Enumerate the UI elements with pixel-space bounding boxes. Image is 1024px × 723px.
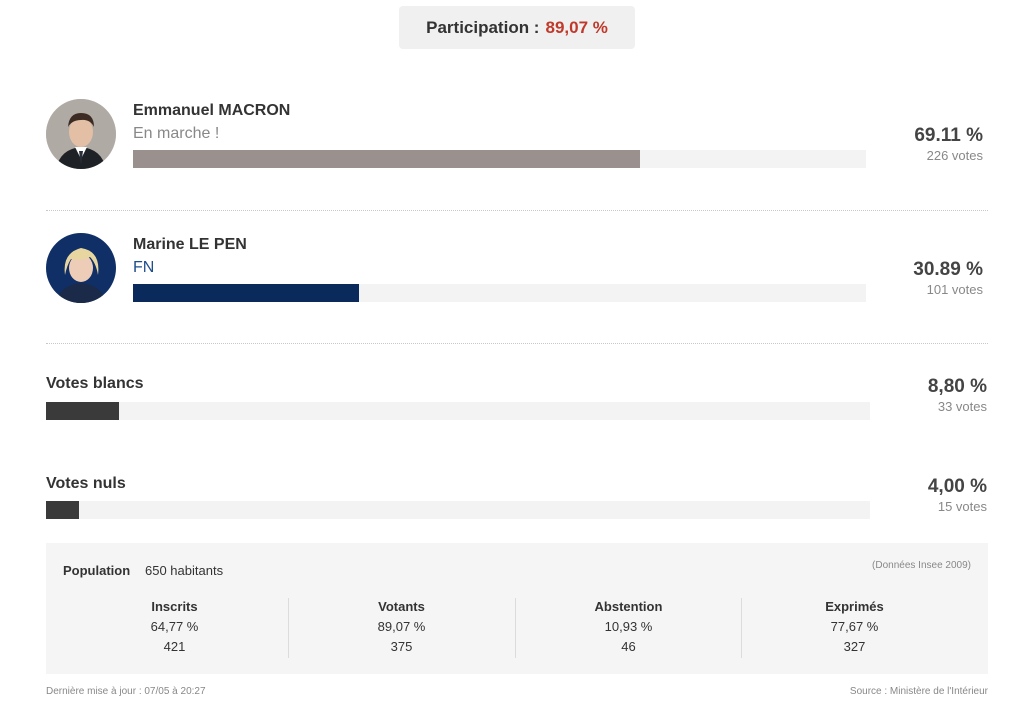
- stat-abstention: Abstention 10,93 % 46: [515, 598, 742, 660]
- stat-percent: 64,77 %: [150, 619, 199, 634]
- data-source-note: Source : Ministère de l'Intérieur: [849, 686, 988, 697]
- stat-label: Abstention: [594, 599, 663, 614]
- candidate-party: En marche !: [133, 125, 220, 142]
- stats-panel: Population 650 habitants (Données Insee …: [46, 543, 988, 674]
- candidate-row-lepen: Marine LE PEN FN 30.89 % 101 votes: [46, 233, 988, 313]
- vote-bar-fill: [133, 284, 360, 302]
- candidate-name: Emmanuel MACRON: [133, 102, 291, 119]
- population-label: Population: [63, 563, 131, 578]
- population-value: 650 habitants: [145, 563, 224, 578]
- portrait-lepen-icon: [46, 233, 116, 303]
- divider: [46, 210, 988, 211]
- vote-bar-track: [46, 501, 870, 519]
- candidate-party: FN: [133, 259, 155, 276]
- stat-percent: 89,07 %: [377, 619, 426, 634]
- vote-bar-fill: [133, 150, 640, 168]
- participation-value: 89,07 %: [545, 17, 608, 37]
- stat-percent: 77,67 %: [830, 619, 879, 634]
- vote-bar-fill: [46, 501, 79, 519]
- candidate-votes: 226 votes: [926, 148, 983, 163]
- vote-bar-track: [133, 150, 866, 168]
- divider: [46, 343, 988, 344]
- null-votes-row: Votes nuls 4,00 % 15 votes: [46, 475, 988, 525]
- stat-inscrits: Inscrits 64,77 % 421: [61, 598, 288, 660]
- candidate-name: Marine LE PEN: [133, 236, 247, 253]
- participation-badge: Participation : 89,07 %: [399, 6, 635, 49]
- avatar: [46, 99, 116, 169]
- vote-bar-track: [133, 284, 866, 302]
- last-update-note: Dernière mise à jour : 07/05 à 20:27: [46, 686, 206, 697]
- candidate-votes: 101 votes: [926, 282, 983, 297]
- stat-separator: [741, 598, 742, 658]
- stat-votants: Votants 89,07 % 375: [288, 598, 515, 660]
- stat-label: Inscrits: [151, 599, 198, 614]
- avatar: [46, 233, 116, 303]
- null-votes-percent: 4,00 %: [927, 476, 987, 497]
- candidate-percent: 30.89 %: [913, 259, 983, 280]
- blank-votes-count: 33 votes: [937, 399, 987, 414]
- insee-source-note: (Données Insee 2009): [872, 560, 971, 571]
- stat-count: 421: [163, 639, 186, 654]
- blank-votes-label: Votes blancs: [46, 375, 144, 392]
- candidate-percent: 69.11 %: [914, 125, 983, 146]
- blank-votes-row: Votes blancs 8,80 % 33 votes: [46, 375, 988, 425]
- stat-count: 327: [843, 639, 866, 654]
- stat-percent: 10,93 %: [604, 619, 653, 634]
- stat-count: 375: [390, 639, 413, 654]
- null-votes-count: 15 votes: [937, 499, 987, 514]
- stat-label: Votants: [378, 599, 425, 614]
- vote-bar-track: [46, 402, 870, 420]
- stat-exprimes: Exprimés 77,67 % 327: [741, 598, 968, 660]
- blank-votes-percent: 8,80 %: [927, 376, 987, 397]
- candidate-row-macron: Emmanuel MACRON En marche ! 69.11 % 226 …: [46, 99, 988, 179]
- null-votes-label: Votes nuls: [46, 475, 126, 492]
- stat-separator: [515, 598, 516, 658]
- stat-count: 46: [621, 639, 636, 654]
- stat-label: Exprimés: [825, 599, 884, 614]
- vote-bar-fill: [46, 402, 119, 420]
- portrait-macron-icon: [46, 99, 116, 169]
- participation-label: Participation :: [426, 17, 540, 37]
- stat-separator: [288, 598, 289, 658]
